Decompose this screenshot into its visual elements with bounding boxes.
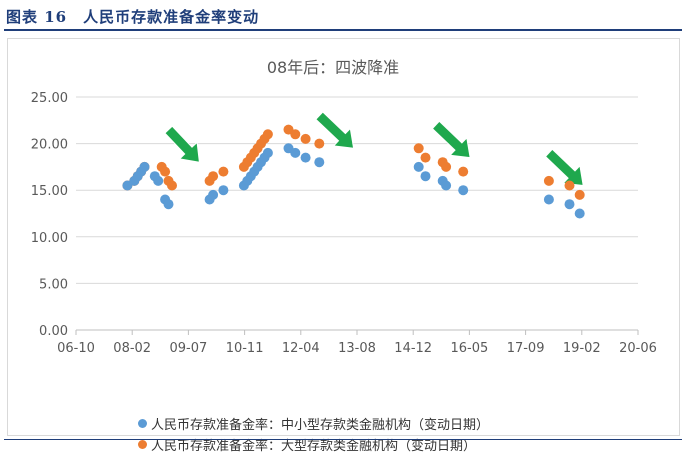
data-point-large xyxy=(160,166,171,177)
y-tick-label: 0.00 xyxy=(39,324,68,339)
data-point-small xyxy=(413,161,424,172)
x-tick-label: 13-08 xyxy=(338,341,376,356)
annotation-arrow xyxy=(164,125,200,163)
data-point-small xyxy=(218,185,229,196)
y-tick-label: 25.00 xyxy=(31,91,68,106)
chart-title: 08年后：四波降准 xyxy=(267,58,399,77)
data-point-large xyxy=(300,133,311,144)
x-tick-label: 17-09 xyxy=(507,341,545,356)
data-point-large xyxy=(218,166,229,177)
chart-svg: 08年后：四波降准 0.00 5.00 10.00 15.00 20.00 25.00 06… xyxy=(31,58,657,356)
title-rule xyxy=(4,29,682,31)
data-point-small xyxy=(574,208,585,219)
data-point-large xyxy=(290,129,301,140)
figure-title: 图表 16 人民币存款准备金率变动 xyxy=(6,8,260,26)
y-tick-label: 15.00 xyxy=(31,184,68,199)
data-point-large xyxy=(262,129,273,140)
data-point-small xyxy=(314,157,325,168)
x-tick-label: 14-12 xyxy=(394,341,432,356)
legend-label-small: 人民币存款准备金率：中小型存款类金融机构（变动日期） xyxy=(151,418,490,433)
data-point-small xyxy=(420,171,431,182)
data-point-small xyxy=(153,175,164,186)
data-point-small xyxy=(290,147,301,158)
legend-item-small: 人民币存款准备金率：中小型存款类金融机构（变动日期） xyxy=(138,413,489,434)
data-point-small xyxy=(163,199,174,210)
chart-area: 08年后：四波降准 0.00 5.00 10.00 15.00 20.00 25.00 06… xyxy=(7,38,680,454)
annotation-arrows xyxy=(164,111,584,187)
x-tick-label: 19-02 xyxy=(563,341,601,356)
data-point-small xyxy=(139,161,150,172)
data-point-small xyxy=(300,152,311,163)
data-point-small xyxy=(208,189,219,200)
annotation-arrow xyxy=(544,148,584,187)
legend-label-large: 人民币存款准备金率：大型存款类金融机构（变动日期） xyxy=(151,439,477,454)
data-point-small xyxy=(543,194,554,205)
data-point-small xyxy=(458,185,469,196)
data-point-large xyxy=(167,180,177,191)
data-point-large xyxy=(208,171,219,182)
data-point-large xyxy=(413,143,424,154)
data-point-large xyxy=(314,138,325,149)
axes: 0.00 5.00 10.00 15.00 20.00 25.00 06-10 08-02 09… xyxy=(31,91,657,356)
data-point-large xyxy=(458,166,469,177)
x-tick-label: 10-11 xyxy=(226,341,264,356)
y-tick-label: 20.00 xyxy=(31,138,68,153)
data-points xyxy=(122,124,585,219)
x-tick-label: 16-05 xyxy=(451,341,489,356)
data-point-small xyxy=(441,180,452,191)
annotation-arrow xyxy=(431,120,471,159)
legend-marker-large xyxy=(138,440,147,449)
x-tick-label: 08-02 xyxy=(113,341,151,356)
legend: 人民币存款准备金率：中小型存款类金融机构（变动日期） 人民币存款准备金率：大型存… xyxy=(138,413,489,455)
gridlines xyxy=(76,96,638,331)
x-tick-label: 20-06 xyxy=(619,341,657,356)
x-tick-label: 06-10 xyxy=(57,341,95,356)
data-point-large xyxy=(574,189,585,200)
x-tick-label: 09-07 xyxy=(170,341,208,356)
data-point-large xyxy=(441,161,452,172)
y-tick-label: 5.00 xyxy=(39,277,68,292)
x-tick-label: 12-04 xyxy=(282,341,320,356)
data-point-large xyxy=(564,180,575,191)
data-point-large xyxy=(543,175,554,186)
annotation-arrow xyxy=(315,111,355,149)
legend-marker-small xyxy=(138,419,147,428)
data-point-small xyxy=(564,199,575,210)
data-point-small xyxy=(262,147,273,158)
legend-item-large: 人民币存款准备金率：大型存款类金融机构（变动日期） xyxy=(138,434,489,455)
y-tick-label: 10.00 xyxy=(31,231,68,246)
bottom-rule xyxy=(4,439,682,440)
data-point-large xyxy=(420,152,431,163)
